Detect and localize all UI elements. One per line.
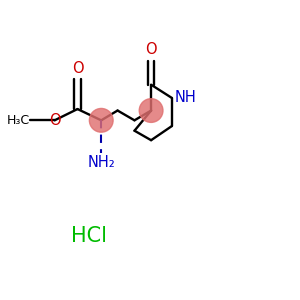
Text: O: O <box>49 113 61 128</box>
Text: O: O <box>72 61 83 76</box>
Circle shape <box>139 99 163 122</box>
Text: O: O <box>145 42 157 57</box>
Text: NH₂: NH₂ <box>87 155 115 170</box>
Text: NH: NH <box>175 90 196 105</box>
Text: HCl: HCl <box>71 226 107 246</box>
Circle shape <box>89 108 113 132</box>
Text: H₃C: H₃C <box>7 114 30 127</box>
